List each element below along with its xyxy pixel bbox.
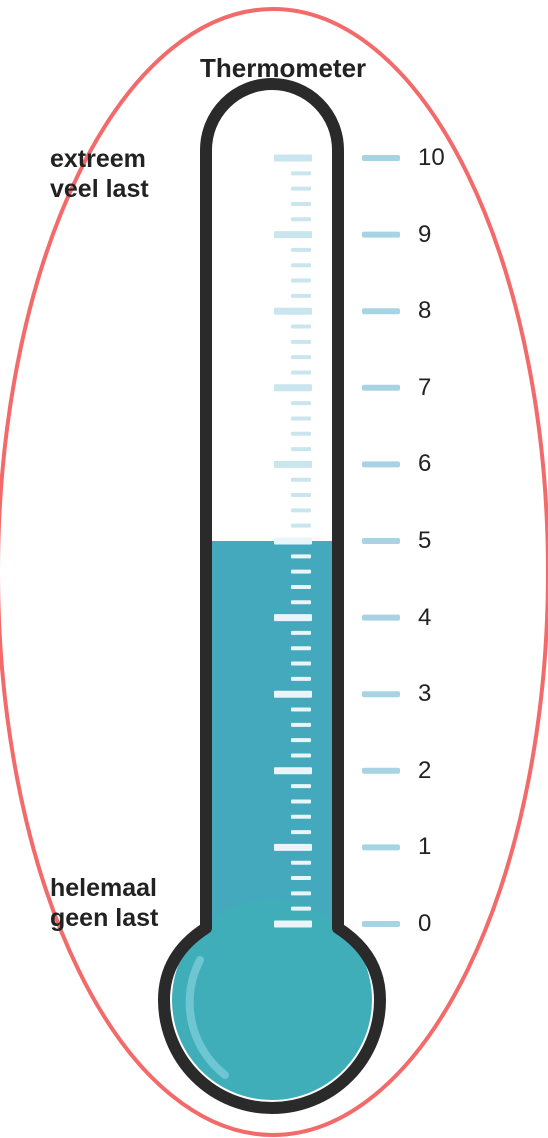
- tube-major-tick: [274, 843, 312, 851]
- scale-tick-9: [362, 231, 400, 238]
- scale-label-9: 9: [418, 220, 432, 248]
- tube-minor-tick: [291, 753, 311, 758]
- tube-minor-tick: [291, 416, 311, 421]
- scale-label-10: 10: [418, 144, 445, 171]
- scale-tick-3: [362, 691, 400, 698]
- scale-label-1: 1: [418, 833, 432, 861]
- tube-minor-tick: [291, 477, 311, 482]
- tube-major-tick: [274, 614, 312, 622]
- tube-minor-tick: [291, 554, 311, 559]
- tube-minor-tick: [291, 784, 311, 789]
- tube-major-tick: [274, 690, 312, 698]
- tube-minor-tick: [291, 646, 311, 651]
- highlight-ellipse: [0, 7, 548, 1137]
- scale-label-8: 8: [418, 297, 432, 325]
- scale-label-6: 6: [418, 450, 432, 478]
- tube-major-tick: [274, 384, 312, 392]
- bottom-label-line2: geen last: [50, 904, 159, 932]
- scale-tick-1: [362, 844, 400, 851]
- scale-tick-8: [362, 308, 400, 315]
- tube-minor-tick: [291, 186, 311, 191]
- tube-minor-tick: [291, 738, 311, 743]
- tube-minor-tick: [291, 569, 311, 574]
- tube-minor-tick: [291, 630, 311, 635]
- scale-tick-0: [362, 921, 400, 927]
- tube-minor-tick: [291, 661, 311, 666]
- tube-major-tick: [274, 154, 312, 162]
- scale-tick-2: [362, 767, 400, 774]
- tube-minor-tick: [291, 722, 311, 727]
- tube-minor-tick: [291, 707, 311, 712]
- tube-minor-tick: [291, 860, 311, 865]
- bottom-label-line1: helemaal: [50, 874, 158, 902]
- tube-minor-tick: [291, 814, 311, 819]
- scale-tick-marks: [362, 155, 400, 927]
- tube-minor-tick: [291, 830, 311, 835]
- tube-major-tick: [274, 460, 312, 468]
- tube-minor-tick: [291, 339, 311, 344]
- tube-tick-marks: [274, 154, 312, 928]
- top-label-line1: extreem: [50, 145, 146, 173]
- tube-minor-tick: [291, 293, 311, 298]
- tube-major-tick: [274, 537, 312, 545]
- tube-minor-tick: [291, 876, 311, 881]
- tube-minor-tick: [291, 171, 311, 176]
- tube-minor-tick: [291, 201, 311, 206]
- tube-minor-tick: [291, 891, 311, 896]
- tube-minor-tick: [291, 493, 311, 498]
- tube-minor-tick: [291, 247, 311, 252]
- tube-minor-tick: [291, 324, 311, 329]
- tube-minor-tick: [291, 431, 311, 436]
- tube-major-tick: [274, 767, 312, 775]
- scale-label-2: 2: [418, 756, 432, 784]
- scale-tick-5: [362, 538, 400, 544]
- tube-minor-tick: [291, 799, 311, 804]
- bulb-highlight: [185, 956, 229, 1079]
- tube-minor-tick: [291, 523, 311, 528]
- tube-major-tick: [274, 920, 312, 928]
- tube-minor-tick: [291, 447, 311, 452]
- tube-minor-tick: [291, 600, 311, 605]
- scale-label-7: 7: [418, 373, 432, 401]
- scale-tick-4: [362, 614, 400, 621]
- scale-tick-6: [362, 461, 400, 468]
- bottom-label: helemaal geen last: [50, 873, 158, 933]
- tube-minor-tick: [291, 217, 311, 222]
- tube-major-tick: [274, 231, 312, 239]
- liquid-column: [212, 541, 332, 940]
- tube-minor-tick: [291, 906, 311, 911]
- scale-tick-7: [362, 384, 400, 391]
- scale-label-4: 4: [418, 603, 432, 631]
- tube-major-tick: [274, 307, 312, 315]
- tube-minor-tick: [291, 508, 311, 513]
- bulb-liquid: [172, 900, 372, 1100]
- top-label-line2: veel last: [50, 175, 149, 203]
- tube-minor-tick: [291, 355, 311, 360]
- scale-label-3: 3: [418, 680, 432, 708]
- thermometer-outline: [158, 78, 386, 1114]
- scale-label-0: 0: [418, 910, 432, 937]
- tube-minor-tick: [291, 401, 311, 406]
- thermometer-title: Thermometer: [200, 53, 367, 83]
- top-label: extreem veel last: [50, 144, 149, 204]
- tube-minor-tick: [291, 278, 311, 283]
- scale-tick-10: [362, 155, 400, 161]
- scale-label-5: 5: [418, 527, 432, 554]
- tube-minor-tick: [291, 676, 311, 681]
- tube-minor-tick: [291, 584, 311, 589]
- tube-minor-tick: [291, 370, 311, 375]
- tube-minor-tick: [291, 263, 311, 268]
